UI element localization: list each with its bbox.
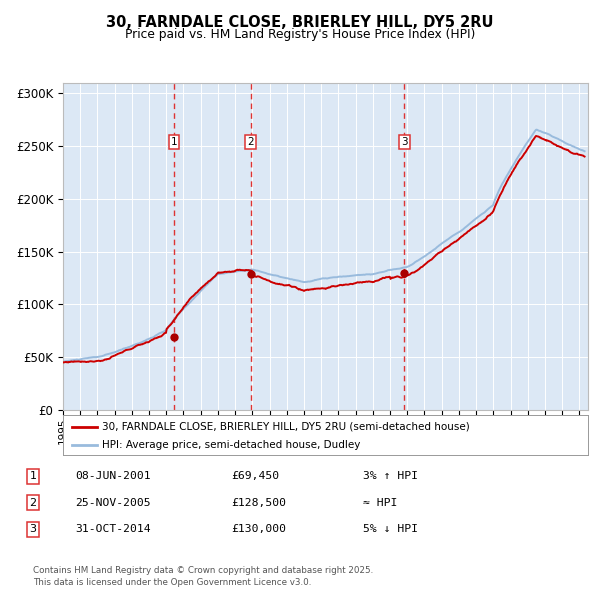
Text: Price paid vs. HM Land Registry's House Price Index (HPI): Price paid vs. HM Land Registry's House …: [125, 28, 475, 41]
Text: 3% ↑ HPI: 3% ↑ HPI: [363, 471, 418, 481]
Text: £128,500: £128,500: [231, 498, 286, 507]
Text: HPI: Average price, semi-detached house, Dudley: HPI: Average price, semi-detached house,…: [103, 441, 361, 450]
Text: 2: 2: [29, 498, 37, 507]
Text: 30, FARNDALE CLOSE, BRIERLEY HILL, DY5 2RU (semi-detached house): 30, FARNDALE CLOSE, BRIERLEY HILL, DY5 2…: [103, 422, 470, 432]
Text: Contains HM Land Registry data © Crown copyright and database right 2025.
This d: Contains HM Land Registry data © Crown c…: [33, 566, 373, 587]
Text: 3: 3: [29, 525, 37, 534]
Text: 31-OCT-2014: 31-OCT-2014: [75, 525, 151, 534]
Text: ≈ HPI: ≈ HPI: [363, 498, 397, 507]
Text: £130,000: £130,000: [231, 525, 286, 534]
Text: 3: 3: [401, 137, 407, 147]
Text: £69,450: £69,450: [231, 471, 279, 481]
Text: 1: 1: [29, 471, 37, 481]
Text: 30, FARNDALE CLOSE, BRIERLEY HILL, DY5 2RU: 30, FARNDALE CLOSE, BRIERLEY HILL, DY5 2…: [106, 15, 494, 30]
Text: 5% ↓ HPI: 5% ↓ HPI: [363, 525, 418, 534]
Text: 25-NOV-2005: 25-NOV-2005: [75, 498, 151, 507]
Text: 08-JUN-2001: 08-JUN-2001: [75, 471, 151, 481]
Text: 1: 1: [170, 137, 177, 147]
Text: 2: 2: [247, 137, 254, 147]
